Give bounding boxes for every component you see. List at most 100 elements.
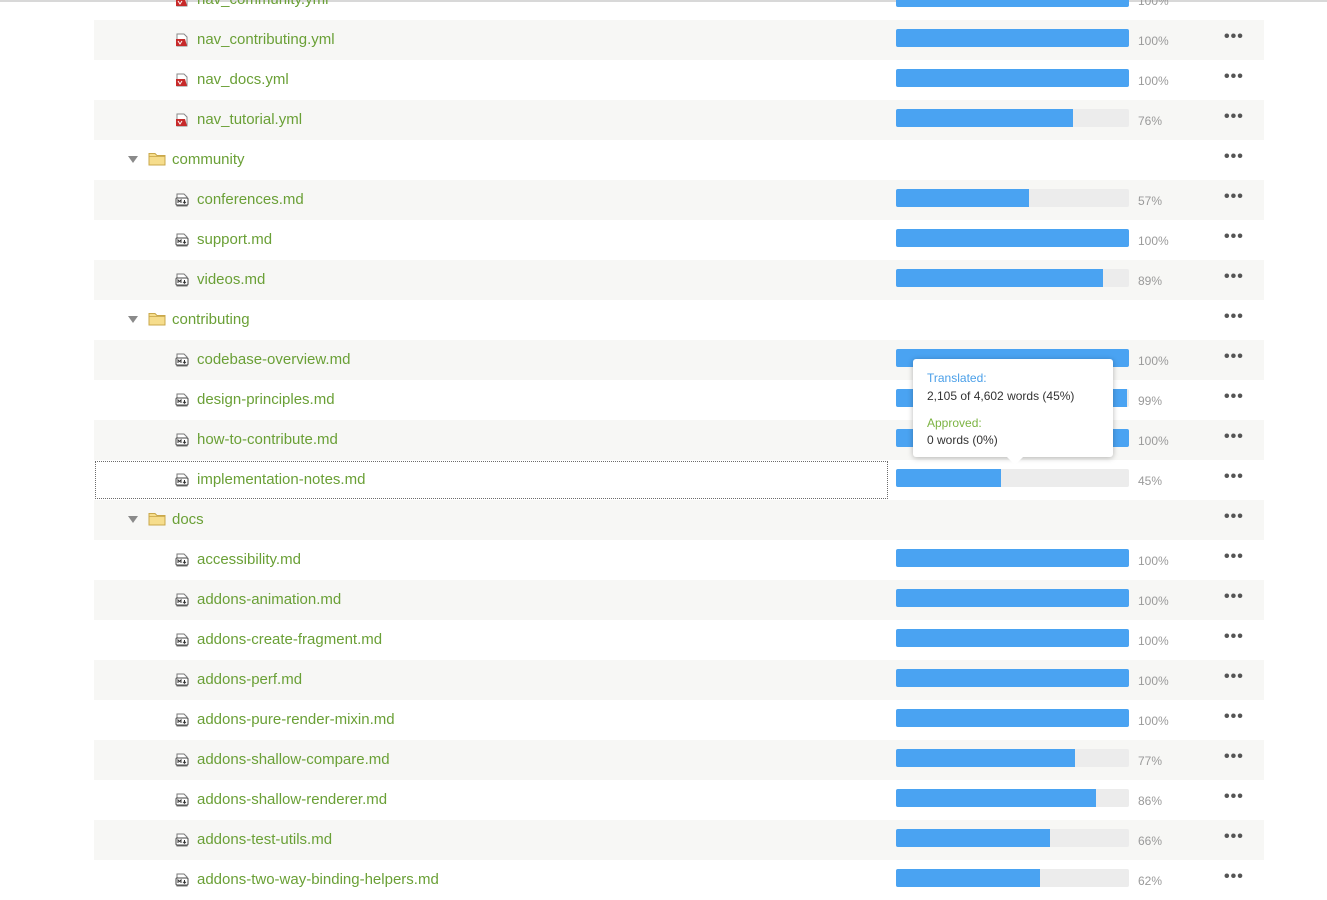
- markdown-icon: [175, 353, 189, 367]
- markdown-icon: [175, 833, 189, 847]
- file-row[interactable]: addons-pure-render-mixin.md 100% •••: [94, 700, 1264, 740]
- file-row[interactable]: conferences.md 57% •••: [94, 180, 1264, 220]
- more-options-icon[interactable]: •••: [1224, 828, 1244, 845]
- more-options-icon[interactable]: •••: [1224, 308, 1244, 325]
- tooltip-approved-value: 0 words (0%): [927, 433, 998, 447]
- folder-name[interactable]: docs: [172, 511, 204, 528]
- file-row[interactable]: accessibility.md 100% •••: [94, 540, 1264, 580]
- folder-row[interactable]: community •••: [94, 140, 1264, 180]
- more-options-icon[interactable]: •••: [1224, 708, 1244, 725]
- more-options-icon[interactable]: •••: [1224, 68, 1244, 85]
- file-link[interactable]: design-principles.md: [197, 391, 335, 408]
- file-row[interactable]: support.md 100% •••: [94, 220, 1264, 260]
- more-options-icon[interactable]: •••: [1224, 468, 1244, 485]
- more-options-icon[interactable]: •••: [1224, 788, 1244, 805]
- file-row[interactable]: addons-test-utils.md 66% •••: [94, 820, 1264, 860]
- progress-bar[interactable]: [896, 229, 1129, 247]
- file-link[interactable]: addons-test-utils.md: [197, 831, 333, 848]
- more-options-icon[interactable]: •••: [1224, 428, 1244, 445]
- progress-bar[interactable]: [896, 29, 1129, 47]
- more-options-icon[interactable]: •••: [1224, 868, 1244, 885]
- file-row[interactable]: addons-shallow-compare.md 77% •••: [94, 740, 1264, 780]
- file-link[interactable]: conferences.md: [197, 191, 304, 208]
- markdown-icon: [175, 473, 189, 487]
- progress-bar[interactable]: [896, 829, 1129, 847]
- more-options-icon[interactable]: •••: [1224, 108, 1244, 125]
- file-link[interactable]: videos.md: [197, 271, 266, 288]
- file-link[interactable]: addons-perf.md: [197, 671, 303, 688]
- file-link[interactable]: addons-create-fragment.md: [197, 631, 383, 648]
- progress-bar[interactable]: [896, 749, 1129, 767]
- file-link[interactable]: support.md: [197, 231, 273, 248]
- progress-bar[interactable]: [896, 869, 1129, 887]
- progress-bar[interactable]: [896, 549, 1129, 567]
- progress-percent: 100%: [1138, 554, 1169, 568]
- progress-bar[interactable]: [896, 629, 1129, 647]
- file-link[interactable]: how-to-contribute.md: [197, 431, 338, 448]
- progress-tooltip: Translated: 2,105 of 4,602 words (45%) A…: [913, 359, 1113, 465]
- file-row[interactable]: nav_tutorial.yml 76% •••: [94, 100, 1264, 140]
- file-link[interactable]: nav_tutorial.yml: [197, 111, 303, 128]
- more-options-icon[interactable]: •••: [1224, 28, 1244, 45]
- file-row[interactable]: addons-two-way-binding-helpers.md 62% •••: [94, 860, 1264, 900]
- file-link[interactable]: nav_docs.yml: [197, 71, 289, 88]
- file-link[interactable]: implementation-notes.md: [197, 471, 366, 488]
- file-row[interactable]: addons-perf.md 100% •••: [94, 660, 1264, 700]
- progress-bar[interactable]: [896, 589, 1129, 607]
- more-options-icon[interactable]: •••: [1224, 588, 1244, 605]
- folder-icon: [148, 511, 166, 526]
- more-options-icon[interactable]: •••: [1224, 268, 1244, 285]
- progress-bar[interactable]: [896, 0, 1129, 7]
- progress-bar[interactable]: [896, 669, 1129, 687]
- more-options-icon[interactable]: •••: [1224, 668, 1244, 685]
- more-options-icon[interactable]: •••: [1224, 388, 1244, 405]
- more-options-icon[interactable]: •••: [1224, 228, 1244, 245]
- folder-row[interactable]: contributing •••: [94, 300, 1264, 340]
- collapse-arrow-icon[interactable]: [128, 516, 138, 523]
- top-divider: [0, 0, 1327, 2]
- file-row[interactable]: addons-shallow-renderer.md 86% •••: [94, 780, 1264, 820]
- more-options-icon[interactable]: •••: [1224, 188, 1244, 205]
- file-link[interactable]: addons-pure-render-mixin.md: [197, 711, 395, 728]
- more-options-icon[interactable]: •••: [1224, 628, 1244, 645]
- progress-percent: 100%: [1138, 234, 1169, 248]
- folder-name[interactable]: community: [172, 151, 245, 168]
- file-link[interactable]: addons-shallow-compare.md: [197, 751, 390, 768]
- progress-bar[interactable]: [896, 469, 1129, 487]
- file-row[interactable]: nav_community.yml 100% •••: [94, 0, 1264, 20]
- progress-percent: 100%: [1138, 354, 1169, 368]
- file-link[interactable]: nav_community.yml: [197, 0, 328, 8]
- more-options-icon[interactable]: •••: [1224, 548, 1244, 565]
- progress-bar[interactable]: [896, 709, 1129, 727]
- file-row[interactable]: videos.md 89% •••: [94, 260, 1264, 300]
- yml-icon: [175, 73, 189, 87]
- file-link[interactable]: addons-two-way-binding-helpers.md: [197, 871, 439, 888]
- more-options-icon[interactable]: •••: [1224, 508, 1244, 525]
- folder-row[interactable]: docs •••: [94, 500, 1264, 540]
- file-link[interactable]: addons-shallow-renderer.md: [197, 791, 388, 808]
- more-options-icon[interactable]: •••: [1224, 348, 1244, 365]
- collapse-arrow-icon[interactable]: [128, 156, 138, 163]
- file-link[interactable]: codebase-overview.md: [197, 351, 351, 368]
- progress-bar[interactable]: [896, 789, 1129, 807]
- more-options-icon[interactable]: •••: [1224, 148, 1244, 165]
- progress-bar[interactable]: [896, 109, 1129, 127]
- more-options-icon[interactable]: •••: [1224, 748, 1244, 765]
- more-options-icon[interactable]: •••: [1224, 0, 1244, 6]
- progress-percent: 100%: [1138, 674, 1169, 688]
- progress-bar-fill: [896, 469, 1001, 487]
- collapse-arrow-icon[interactable]: [128, 316, 138, 323]
- file-link[interactable]: nav_contributing.yml: [197, 31, 335, 48]
- folder-name[interactable]: contributing: [172, 311, 250, 328]
- progress-bar-fill: [896, 869, 1041, 887]
- file-row[interactable]: nav_docs.yml 100% •••: [94, 60, 1264, 100]
- progress-bar[interactable]: [896, 269, 1129, 287]
- file-row[interactable]: implementation-notes.md 45% •••: [94, 460, 1264, 500]
- progress-bar[interactable]: [896, 189, 1129, 207]
- file-row[interactable]: addons-create-fragment.md 100% •••: [94, 620, 1264, 660]
- file-link[interactable]: accessibility.md: [197, 551, 301, 568]
- file-row[interactable]: nav_contributing.yml 100% •••: [94, 20, 1264, 60]
- file-row[interactable]: addons-animation.md 100% •••: [94, 580, 1264, 620]
- progress-bar[interactable]: [896, 69, 1129, 87]
- file-link[interactable]: addons-animation.md: [197, 591, 342, 608]
